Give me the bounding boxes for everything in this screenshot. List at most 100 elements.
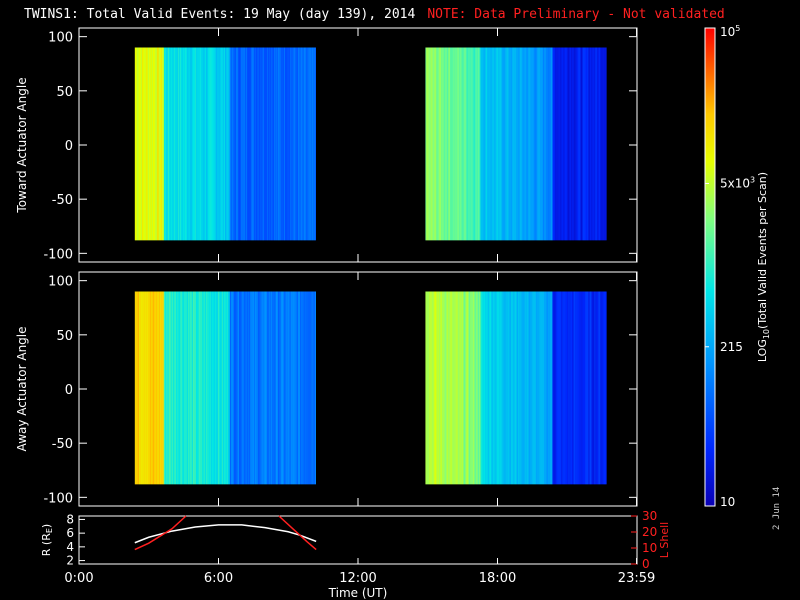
heatmap-column <box>216 47 218 241</box>
lshell-tick-label: 20 <box>642 525 657 539</box>
heatmap-column <box>467 47 469 241</box>
heatmap-column <box>147 47 149 241</box>
heatmap-column <box>585 47 587 241</box>
heatmap-column <box>278 47 280 241</box>
heatmap-column <box>298 291 300 485</box>
heatmap-column <box>498 291 500 485</box>
heatmap-column <box>201 291 203 485</box>
heatmap-column <box>292 47 294 241</box>
heatmap-column <box>584 291 586 485</box>
heatmap-column <box>185 291 187 485</box>
heatmap-column <box>222 47 224 241</box>
heatmap-column <box>222 291 224 485</box>
heatmap-column <box>145 291 147 485</box>
heatmap-column <box>153 47 155 241</box>
heatmap-column <box>534 291 536 485</box>
chart-title-main: TWINS1: Total Valid Events: 19 May (day … <box>24 7 416 22</box>
heatmap-column <box>559 47 561 241</box>
heatmap-column <box>151 291 153 485</box>
heatmap-column <box>531 291 533 485</box>
heatmap-column <box>431 291 433 485</box>
heatmap-column <box>181 47 183 241</box>
heatmap-column <box>599 47 601 241</box>
heatmap-column <box>450 47 452 241</box>
r-axis-label: R (RE) <box>40 524 54 556</box>
heatmap-column <box>515 291 517 485</box>
heatmap-column <box>242 47 244 241</box>
heatmap-column <box>247 291 249 485</box>
heatmap-column <box>574 47 576 241</box>
heatmap-column <box>296 291 298 485</box>
heatmap-column <box>294 291 296 485</box>
heatmap-column <box>586 291 588 485</box>
heatmap-column <box>581 291 583 485</box>
heatmap-column <box>191 47 193 241</box>
x-axis-label: Time (UT) <box>328 586 388 600</box>
heatmap-column <box>290 47 292 241</box>
heatmap-column <box>490 291 492 485</box>
heatmap-column <box>534 47 536 241</box>
generation-date: 2 Jun 14 <box>772 486 782 530</box>
heatmap-column <box>538 291 540 485</box>
heatmap-column <box>260 47 262 241</box>
y-tick-label: 100 <box>48 31 73 46</box>
heatmap-column <box>243 47 245 241</box>
toward-y-axis: -100 -50 0 50 100 <box>43 28 638 262</box>
heatmap-column <box>493 291 495 485</box>
heatmap-column <box>205 291 207 485</box>
heatmap-column <box>180 47 182 241</box>
colorbar-tick-label: 105 <box>720 24 740 39</box>
heatmap-column <box>554 47 556 241</box>
heatmap-column <box>539 291 541 485</box>
heatmap-column <box>453 291 455 485</box>
heatmap-column <box>529 291 531 485</box>
heatmap-column <box>443 291 445 485</box>
preliminary-note: NOTE: Data Preliminary - Not validated <box>427 7 725 22</box>
heatmap-column <box>302 291 304 485</box>
heatmap-column <box>453 47 455 241</box>
heatmap-column <box>469 47 471 241</box>
heatmap-column <box>205 47 207 241</box>
heatmap-column <box>253 47 255 241</box>
heatmap-column <box>143 291 145 485</box>
heatmap-column <box>429 47 431 241</box>
heatmap-column <box>538 47 540 241</box>
heatmap-column <box>425 47 427 241</box>
heatmap-column <box>300 291 302 485</box>
heatmap-column <box>229 291 231 485</box>
heatmap-column <box>251 291 253 485</box>
heatmap-column <box>237 47 239 241</box>
heatmap-column <box>593 47 595 241</box>
heatmap-column <box>272 291 274 485</box>
heatmap-column <box>602 291 604 485</box>
heatmap-column <box>163 291 165 485</box>
heatmap-column <box>174 291 176 485</box>
heatmap-column <box>296 47 298 241</box>
heatmap-column <box>168 47 170 241</box>
heatmap-column <box>179 47 181 241</box>
heatmap-column <box>230 47 232 241</box>
heatmap-column <box>156 291 158 485</box>
heatmap-column <box>144 291 146 485</box>
heatmap-column <box>553 47 555 241</box>
r-tick-label: 8 <box>66 512 74 526</box>
heatmap-column <box>459 47 461 241</box>
heatmap-column <box>525 291 527 485</box>
heatmap-column <box>448 291 450 485</box>
heatmap-column <box>219 291 221 485</box>
heatmap-column <box>235 47 237 241</box>
heatmap-column <box>194 291 196 485</box>
heatmap-column <box>190 291 192 485</box>
heatmap-column <box>291 47 293 241</box>
heatmap-column <box>565 47 567 241</box>
heatmap-column <box>155 47 157 241</box>
heatmap-column <box>463 291 465 485</box>
heatmap-column <box>526 291 528 485</box>
heatmap-column <box>458 47 460 241</box>
heatmap-column <box>173 291 175 485</box>
heatmap-column <box>185 47 187 241</box>
heatmap-column <box>283 47 285 241</box>
heatmap-column <box>589 47 591 241</box>
heatmap-column <box>260 291 262 485</box>
